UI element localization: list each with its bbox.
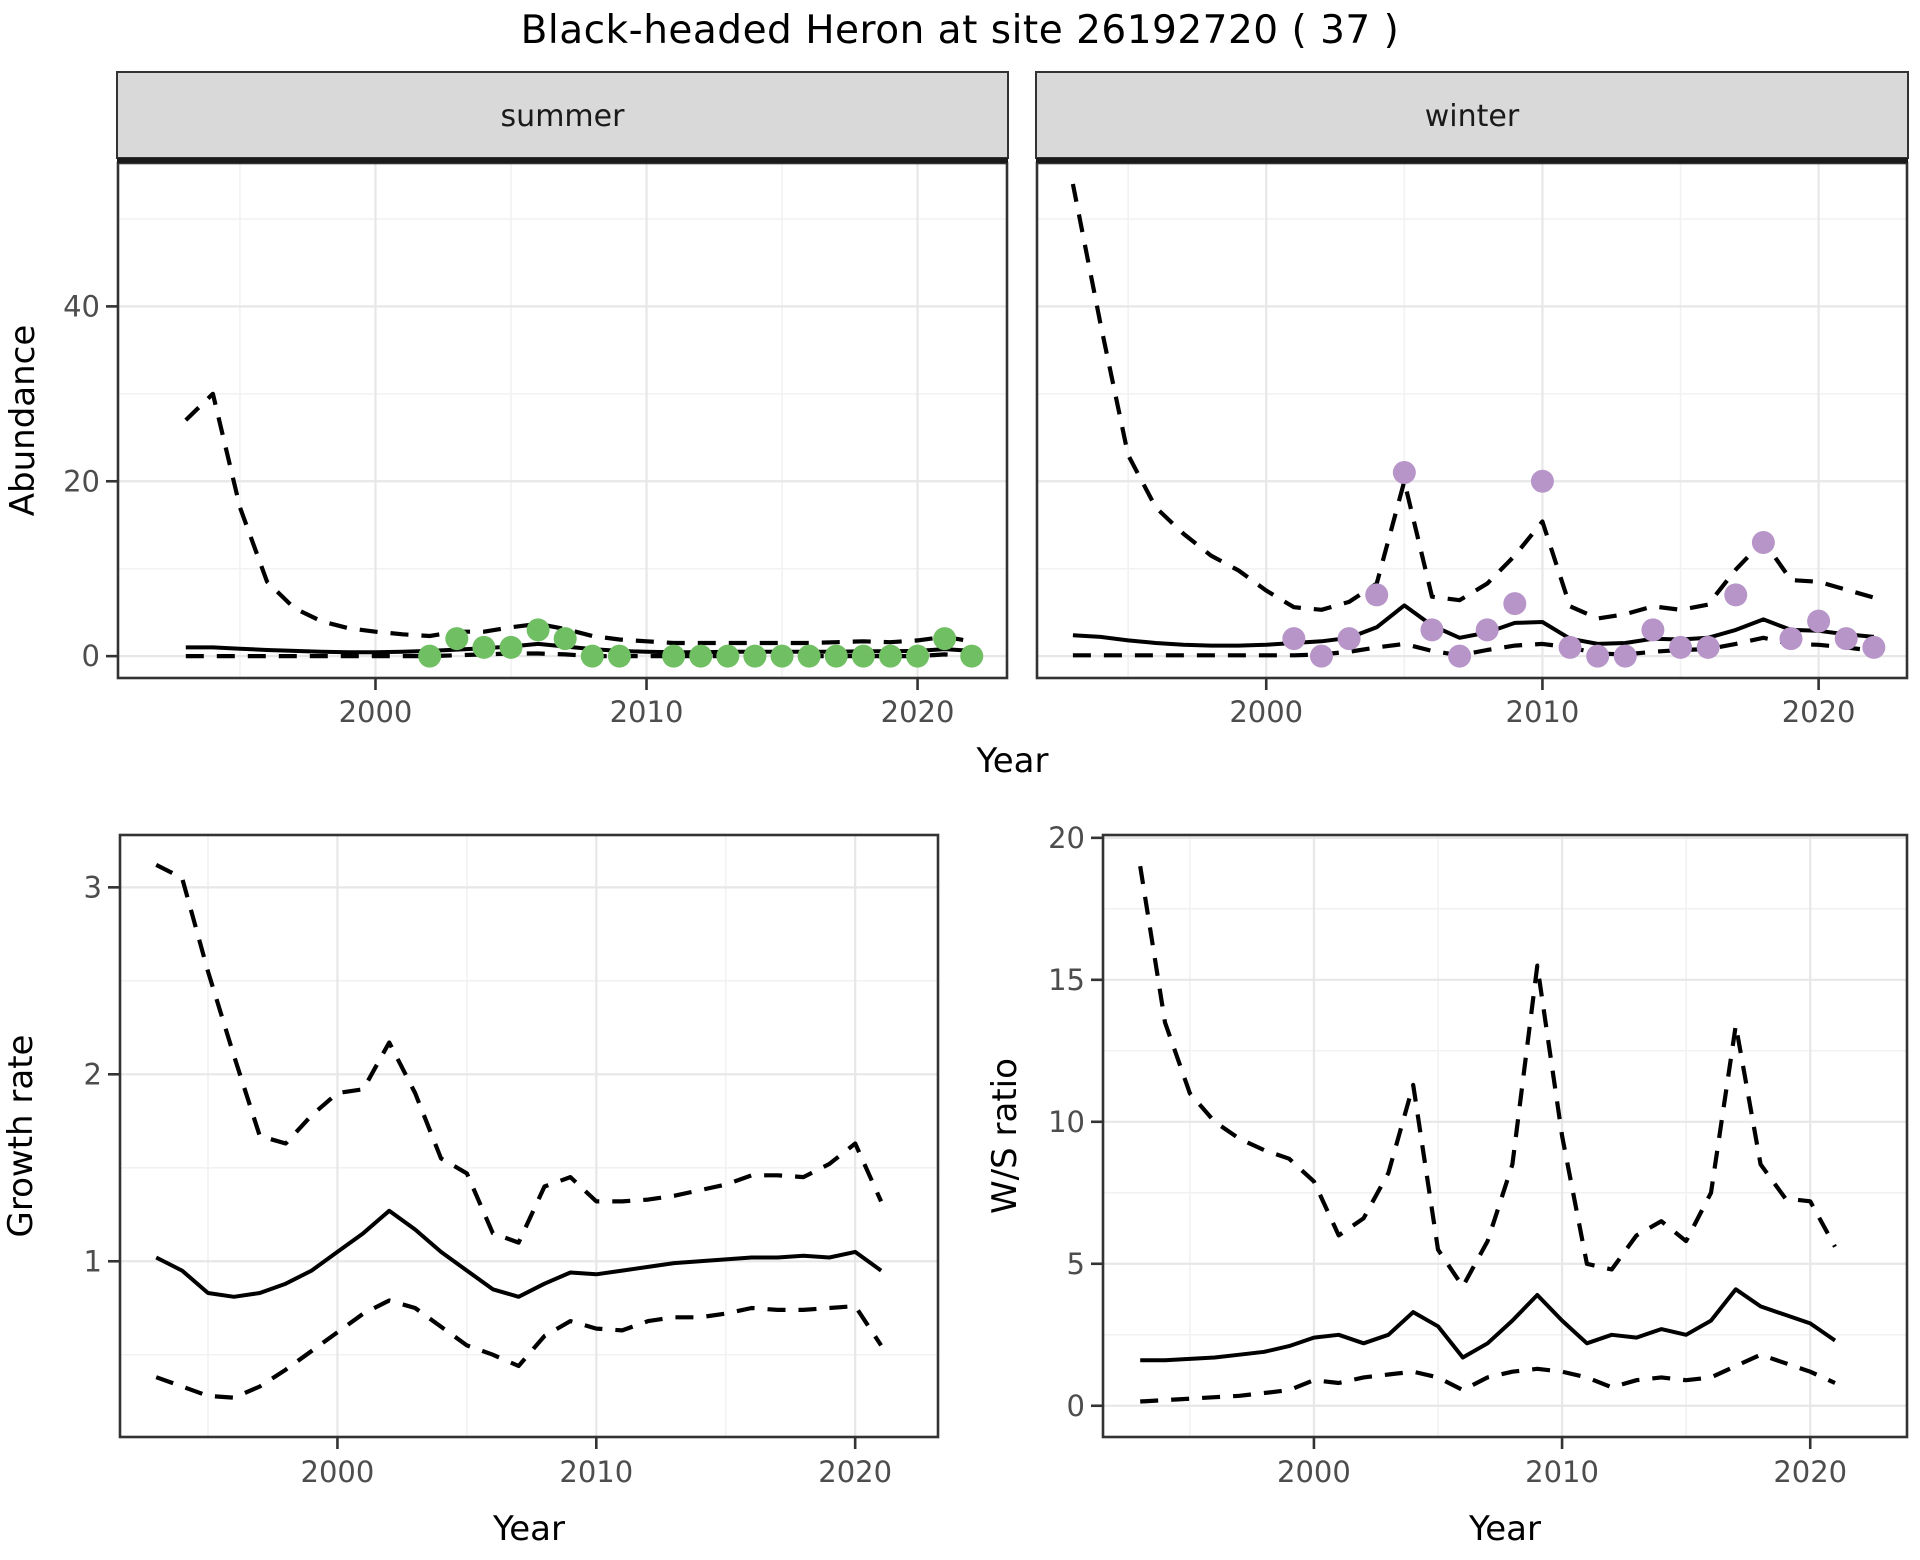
count-point: [1696, 635, 1720, 659]
facet-strip-label: winter: [1425, 99, 1520, 134]
count-point: [1365, 583, 1389, 607]
median-line: [1140, 1287, 1837, 1363]
count-point: [445, 627, 469, 651]
count-point: [906, 644, 930, 668]
y-tick-label: 0: [1067, 1389, 1085, 1423]
count-point: [607, 644, 631, 668]
count-point: [1807, 609, 1831, 633]
count-point: [1282, 627, 1306, 651]
count-point: [960, 644, 984, 668]
x-tick-label: 2000: [301, 1455, 375, 1489]
count-point: [743, 644, 767, 668]
count-point: [689, 644, 713, 668]
count-point: [526, 618, 550, 642]
count-point: [933, 627, 957, 651]
panel-abundance-winter: 2000 2010 2020 winter: [1035, 71, 1909, 729]
count-point: [1420, 618, 1444, 642]
page-title: Black-headed Heron at site 26192720 ( 37…: [520, 8, 1400, 53]
count-point: [580, 644, 604, 668]
panel-background: [1103, 835, 1907, 1437]
count-point: [418, 644, 442, 668]
count-point: [1530, 469, 1554, 493]
panel-background: [118, 163, 1007, 678]
x-tick-label: 2000: [1277, 1455, 1351, 1489]
x-tick-label: 2020: [1773, 1455, 1847, 1489]
lower_ci-line: [1140, 1352, 1836, 1404]
count-point: [1779, 627, 1803, 651]
panel-border: [118, 833, 940, 1439]
x-tick-label: 2020: [1782, 695, 1856, 729]
count-point: [1862, 635, 1886, 659]
count-point: [1724, 583, 1748, 607]
y-tick-label: 0: [82, 639, 100, 673]
count-point: [851, 644, 875, 668]
x-tick-label: 2020: [881, 695, 955, 729]
x-axis-title: Year: [492, 1509, 565, 1549]
upper_ci-line: [155, 863, 884, 1245]
count-point: [1669, 635, 1693, 659]
count-point: [1337, 627, 1361, 651]
panel-growth-rate: 2000 2010 2020 1 2 3 Growth rate Year: [1, 833, 940, 1549]
y-tick-label: 20: [63, 464, 100, 498]
y-axis-title: Growth rate: [1, 1035, 41, 1238]
count-point: [1586, 644, 1610, 668]
y-axis-title: Abundance: [3, 325, 43, 517]
y-tick-label: 40: [63, 289, 100, 323]
y-tick-label: 20: [1048, 821, 1085, 855]
count-point: [662, 644, 686, 668]
median-line: [155, 1208, 883, 1299]
count-point: [1641, 618, 1665, 642]
x-tick-label: 2000: [339, 695, 413, 729]
count-point: [1558, 635, 1582, 659]
upper_ci-line: [184, 391, 973, 646]
lower_ci-line: [155, 1298, 883, 1400]
x-tick-label: 2010: [1506, 695, 1580, 729]
upper_ci-line: [1070, 183, 1875, 621]
count-point: [1475, 618, 1499, 642]
count-point: [1392, 461, 1416, 485]
count-point: [1448, 644, 1472, 668]
panel-ws-ratio: 2000 2010 2020 0 5 10 15 20 W/S ratio Year: [985, 821, 1909, 1549]
y-tick-label: 5: [1067, 1247, 1085, 1281]
count-point: [1309, 644, 1333, 668]
x-tick-label: 2000: [1229, 695, 1303, 729]
panel-background: [1037, 163, 1907, 678]
facet-strip: [1035, 71, 1909, 159]
x-axis-title: Year: [1468, 1509, 1541, 1549]
y-tick-label: 3: [84, 870, 102, 904]
count-point: [770, 644, 794, 668]
count-point: [1503, 592, 1527, 616]
lower_ci-line: [1072, 635, 1875, 658]
count-point: [824, 644, 848, 668]
median-line: [1072, 603, 1875, 648]
panel-background: [120, 835, 938, 1437]
count-point: [1613, 644, 1637, 668]
upper_ci-line: [1138, 865, 1837, 1289]
count-point: [553, 627, 577, 651]
count-point: [797, 644, 821, 668]
y-tick-label: 1: [84, 1244, 102, 1278]
count-point: [1834, 627, 1858, 651]
count-point: [499, 635, 523, 659]
y-tick-label: 15: [1048, 963, 1085, 997]
top-x-axis-title: Year: [976, 741, 1049, 781]
panel-border: [1101, 833, 1909, 1439]
x-tick-label: 2010: [610, 695, 684, 729]
x-tick-label: 2010: [559, 1455, 633, 1489]
x-tick-label: 2020: [818, 1455, 892, 1489]
count-point: [878, 644, 902, 668]
count-point: [716, 644, 740, 668]
y-tick-label: 10: [1048, 1105, 1085, 1139]
facet-strip-label: summer: [501, 99, 626, 134]
y-axis-title: W/S ratio: [985, 1058, 1025, 1214]
count-point: [1751, 530, 1775, 554]
count-point: [472, 635, 496, 659]
x-tick-label: 2010: [1525, 1455, 1599, 1489]
panel-abundance-summer: 2000 2010 2020 0 20 40 summer Abundance: [3, 71, 1009, 729]
y-tick-label: 2: [84, 1057, 102, 1091]
